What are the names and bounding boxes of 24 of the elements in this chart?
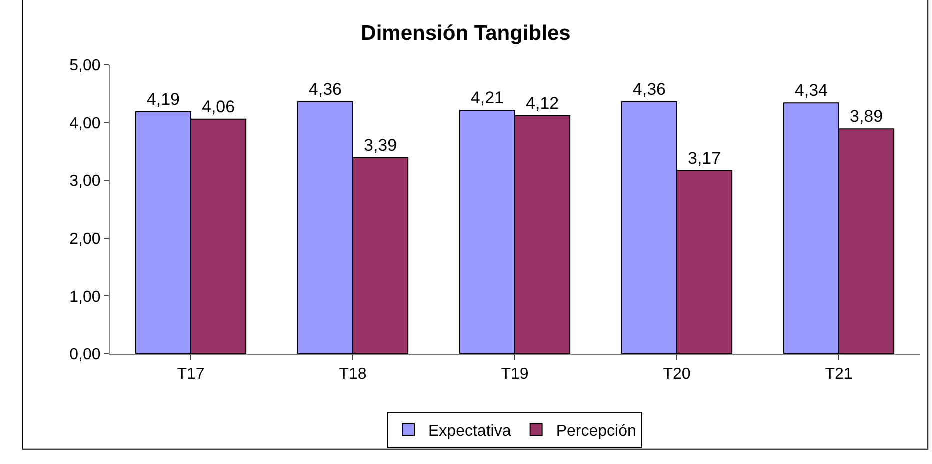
legend-label: Expectativa: [428, 422, 512, 440]
x-tick-label: T21: [825, 366, 853, 384]
data-label: 4,36: [308, 80, 342, 99]
x-tick-label: T19: [501, 366, 529, 384]
data-label: 4,34: [794, 81, 828, 100]
y-tick-label: 2,00: [70, 231, 101, 248]
data-label: 3,39: [364, 136, 398, 156]
data-label: 4,36: [632, 80, 666, 99]
data-label: 3,17: [688, 148, 722, 168]
x-tick-label: T17: [177, 366, 205, 384]
y-tick-label: 4,00: [70, 115, 101, 132]
y-tick-label: 5,00: [70, 58, 101, 75]
y-tick-label: 0,00: [70, 346, 101, 364]
y-tick-label: 3,00: [70, 173, 101, 190]
data-label: 4,06: [202, 97, 236, 116]
data-label: 4,12: [526, 94, 560, 113]
chart-title: Dimensión Tangibles: [361, 22, 571, 45]
data-label: 4,21: [470, 88, 504, 108]
x-tick-label: T18: [339, 366, 367, 384]
legend-label: Percepción: [556, 422, 636, 440]
y-tick-label: 1,00: [70, 288, 101, 306]
data-label: 4,19: [146, 90, 180, 109]
data-label: 3,89: [850, 107, 884, 126]
x-tick-label: T20: [663, 366, 691, 384]
